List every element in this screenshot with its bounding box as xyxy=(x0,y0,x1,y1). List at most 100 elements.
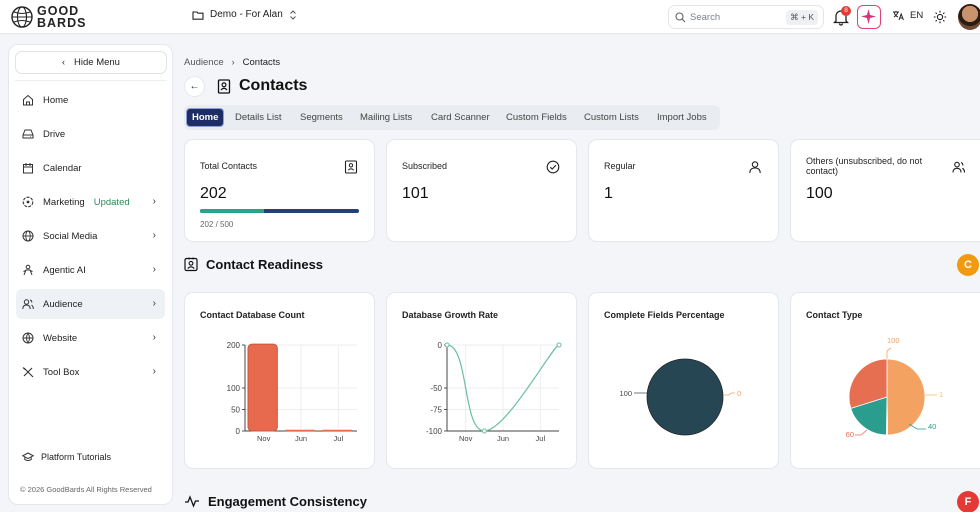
page-title-text: Contacts xyxy=(239,77,308,94)
sidebar-item-agentic-ai[interactable]: Agentic AI › xyxy=(16,255,165,285)
sidebar-item-label: Calendar xyxy=(43,162,82,174)
tab-home[interactable]: Home xyxy=(186,108,225,127)
stat-card-subscribed: Subscribed 101 xyxy=(386,139,577,242)
tab-segments[interactable]: Segments xyxy=(300,112,343,123)
bar xyxy=(247,343,278,432)
y-tick-label: 0 xyxy=(438,341,443,350)
stat-label: Subscribed xyxy=(402,161,448,171)
back-button[interactable]: ← xyxy=(184,76,205,97)
slice-label: 40 xyxy=(928,422,936,431)
breadcrumb: Audience › Contacts xyxy=(184,57,280,68)
data-point xyxy=(481,428,487,434)
section-title-text: Contact Readiness xyxy=(206,257,324,272)
sidebar-item-social-media[interactable]: Social Media › xyxy=(16,221,165,251)
search-box[interactable]: Search ⌘ + K xyxy=(668,5,824,29)
chevron-right-icon: › xyxy=(152,332,156,343)
y-tick-label: -50 xyxy=(430,384,442,393)
sidebar-item-marketing[interactable]: Marketing Updated › xyxy=(16,187,165,217)
chart-title: Complete Fields Percentage xyxy=(604,310,725,320)
x-tick-label: Jun xyxy=(497,434,509,443)
chevron-right-icon: › xyxy=(152,264,156,275)
tab-details-list[interactable]: Details List xyxy=(235,112,282,123)
tab-custom-lists[interactable]: Custom Lists xyxy=(584,112,639,123)
section-title-text: Engagement Consistency xyxy=(208,494,367,509)
section-title-engagement: Engagement Consistency xyxy=(184,494,367,509)
slice-leader-line xyxy=(886,347,892,359)
y-tick-label: 50 xyxy=(231,406,240,415)
sidebar-item-website[interactable]: Website › xyxy=(16,323,165,353)
data-point xyxy=(556,342,562,348)
users-icon xyxy=(22,298,34,310)
chart-title: Contact Type xyxy=(806,310,863,320)
page-title: Contacts xyxy=(217,77,307,95)
slice-leader-line xyxy=(855,429,868,436)
globe-icon xyxy=(22,230,34,242)
sidebar-item-label: Website xyxy=(43,332,78,344)
sidebar-item-home[interactable]: Home xyxy=(16,85,165,115)
drive-icon xyxy=(22,128,34,140)
tab-import-jobs[interactable]: Import Jobs xyxy=(657,112,707,123)
stat-value: 1 xyxy=(604,185,613,202)
stat-label: Total Contacts xyxy=(200,161,258,171)
y-tick-label: -75 xyxy=(430,406,442,415)
tab-custom-fields[interactable]: Custom Fields xyxy=(506,112,567,123)
contact-book-icon xyxy=(344,160,358,174)
chevron-right-icon: › xyxy=(152,196,156,207)
hide-menu-button[interactable]: ‹ Hide Menu xyxy=(15,51,167,74)
language-label: EN xyxy=(910,10,924,21)
stat-label: Regular xyxy=(604,161,636,171)
readiness-grade-badge: C xyxy=(957,254,979,276)
tab-card-scanner[interactable]: Card Scanner xyxy=(431,112,490,123)
sidebar-item-label: Audience xyxy=(43,298,83,310)
tab-mailing-lists[interactable]: Mailing Lists xyxy=(360,112,413,123)
stat-card-regular: Regular 1 xyxy=(588,139,779,242)
hide-menu-label: Hide Menu xyxy=(74,57,120,68)
x-tick-label: Nov xyxy=(459,434,473,443)
search-shortcut: ⌘ + K xyxy=(786,10,818,25)
logo-line-1: GOOD xyxy=(37,4,80,18)
x-tick-label: Nov xyxy=(257,434,271,443)
breadcrumb-parent[interactable]: Audience xyxy=(184,57,224,68)
user-icon xyxy=(749,161,761,174)
activity-icon xyxy=(185,495,199,508)
progress-fill xyxy=(200,209,265,213)
calendar-icon xyxy=(22,162,34,174)
notification-badge: 8 xyxy=(841,6,851,16)
stat-value: 101 xyxy=(402,185,429,202)
y-tick-label: 100 xyxy=(227,384,241,393)
workspace-selector[interactable]: Demo - For Alan xyxy=(192,9,297,20)
language-selector[interactable]: EN xyxy=(892,10,923,21)
users-icon xyxy=(952,161,966,173)
pie-slice xyxy=(848,358,888,409)
tab-bar: Home Details List Segments Mailing Lists… xyxy=(184,105,720,130)
pie-chart: 100 1 40 60 xyxy=(846,336,944,439)
sidebar-item-calendar[interactable]: Calendar xyxy=(16,153,165,183)
chart-card-database-count: Contact Database Count 200 100 50 0 Nov Jun Ju… xyxy=(184,292,375,469)
breadcrumb-current: Contacts xyxy=(242,57,281,68)
arrow-left-icon: ← xyxy=(189,81,200,92)
updated-badge: Updated xyxy=(93,196,130,208)
sidebar-item-audience[interactable]: Audience › xyxy=(16,289,165,319)
sidebar-item-label: Social Media xyxy=(43,230,98,242)
marketing-icon xyxy=(22,196,34,208)
theme-toggle-icon[interactable] xyxy=(933,10,947,24)
pie-slice xyxy=(646,358,724,436)
slice-label: 60 xyxy=(846,430,854,439)
sidebar-item-drive[interactable]: Drive xyxy=(16,119,165,149)
stat-value: 202 xyxy=(200,185,227,202)
sidebar-item-label: Agentic AI xyxy=(43,264,86,276)
folder-icon xyxy=(192,10,204,20)
platform-tutorials-link[interactable]: Platform Tutorials xyxy=(22,452,111,462)
ai-assistant-button[interactable] xyxy=(857,5,881,29)
graduation-cap-icon xyxy=(22,452,34,462)
chart-card-contact-type: Contact Type 100 1 40 60 xyxy=(790,292,980,469)
translate-icon xyxy=(893,11,904,21)
logo[interactable]: GOOD BARDS xyxy=(11,4,93,30)
copyright-text: © 2026 GoodBards All Rights Reserved xyxy=(20,485,152,494)
sidebar-item-tool-box[interactable]: Tool Box › xyxy=(16,357,165,387)
pie-slice xyxy=(886,358,926,436)
search-placeholder: Search xyxy=(690,12,721,23)
avatar[interactable] xyxy=(958,4,980,30)
logo-line-2: BARDS xyxy=(37,16,87,30)
y-tick-label: 0 xyxy=(236,427,241,436)
